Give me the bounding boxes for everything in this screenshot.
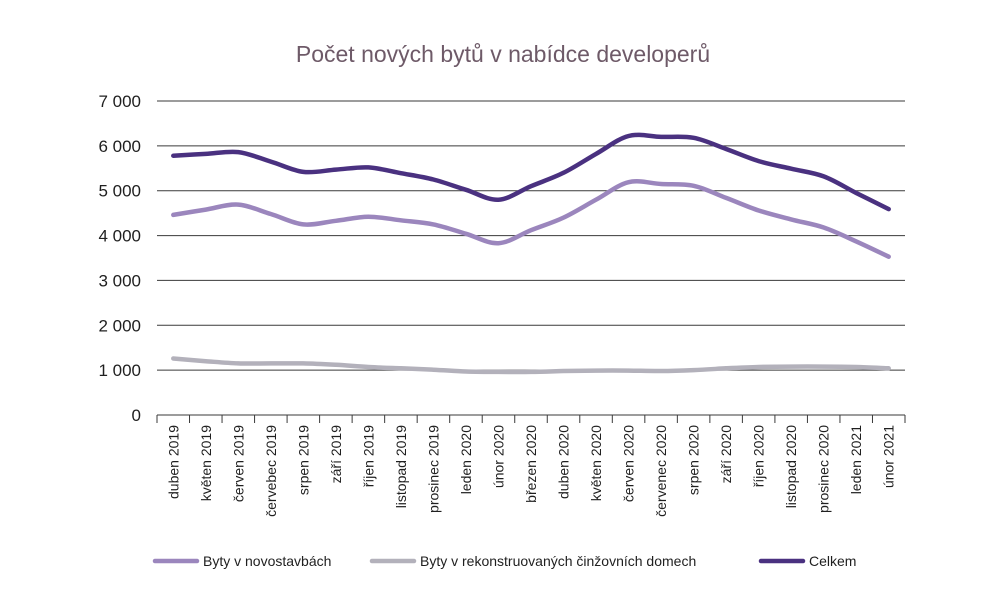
series-line-3 (171, 132, 891, 212)
x-tick-label: srpen 2019 (295, 425, 311, 495)
legend-label: Celkem (809, 553, 856, 569)
x-tick-label: květen 2019 (198, 425, 214, 501)
x-tick-label: únor 2021 (881, 425, 897, 488)
x-tick-label: červenec 2020 (653, 425, 669, 517)
x-tick-label: srpen 2020 (686, 425, 702, 495)
legend: Byty v novostavbách Byty v rekonstruovaný… (152, 553, 856, 569)
axis-layer: 0 1 000 2 000 3 000 4 000 5 000 6 000 7 000 dube… (98, 92, 906, 517)
x-tick-label: říjen 2019 (360, 425, 376, 487)
series-layer (171, 132, 891, 375)
x-tick-label: říjen 2020 (751, 425, 767, 487)
x-tick-label: listopad 2020 (783, 425, 799, 509)
grid-layer (157, 100, 905, 371)
x-tick-label: září 2019 (328, 425, 344, 484)
x-tick-label: září 2020 (718, 425, 734, 484)
x-tick-label: duben 2020 (556, 425, 572, 499)
x-tick-label: leden 2021 (848, 425, 864, 495)
x-tick-label: duben 2019 (165, 425, 181, 499)
y-tick-label: 1 000 (98, 361, 141, 380)
series-line-2 (171, 356, 891, 375)
x-tick-label: únor 2020 (490, 425, 506, 488)
legend-label: Byty v novostavbách (203, 553, 331, 569)
y-tick-label: 0 (132, 406, 141, 425)
y-tick-label: 7 000 (98, 92, 141, 111)
y-tick-label: 3 000 (98, 271, 141, 290)
y-tick-label: 5 000 (98, 182, 141, 201)
x-tick-label: listopad 2019 (393, 425, 409, 509)
x-tick-label: červen 2020 (621, 425, 637, 502)
legend-label: Byty v rekonstruovaných činžovních domec… (420, 553, 696, 569)
x-tick-label: prosinec 2020 (816, 425, 832, 513)
y-tick-label: 6 000 (98, 137, 141, 156)
x-tick-label: červen 2019 (230, 425, 246, 502)
x-tick-label: prosinec 2019 (425, 425, 441, 513)
series-line-1 (171, 179, 891, 259)
y-tick-label: 4 000 (98, 227, 141, 246)
y-tick-label: 2 000 (98, 316, 141, 335)
x-tick-label: červebec 2019 (263, 425, 279, 517)
chart-title: Počet nových bytů v nabídce developerů (296, 41, 710, 67)
x-tick-label: leden 2020 (458, 425, 474, 495)
x-tick-label: květen 2020 (588, 425, 604, 501)
x-tick-label: březen 2020 (523, 425, 539, 503)
